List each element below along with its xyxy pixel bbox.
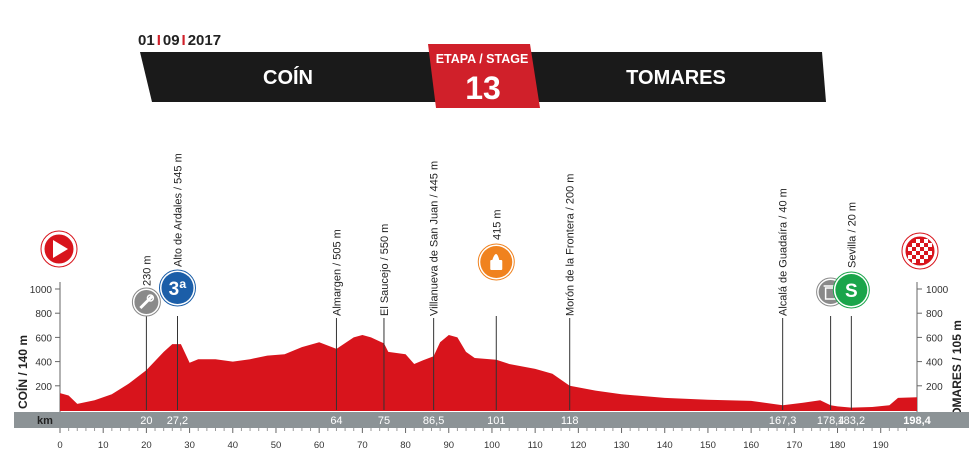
x-tick-label: 180 <box>830 440 846 451</box>
km-band-label: 27,2 <box>167 415 188 427</box>
x-tick-label: 70 <box>357 440 368 451</box>
y-axis-right: 200 400 600 800 1000 <box>917 285 949 393</box>
profile-points: 230 m 3ª Alto de Ardales / 545 m Almargen /… <box>131 153 870 410</box>
icon-badge-text: 3ª <box>169 279 188 300</box>
y-tick-label-right: 200 <box>926 382 943 393</box>
point-label: El Saucejo / 550 m <box>379 224 391 316</box>
km-band-label: 75 <box>378 415 390 427</box>
km-band-label: 20 <box>140 415 152 427</box>
x-tick-label: 130 <box>614 440 630 451</box>
x-tick-label: 10 <box>98 440 109 451</box>
x-tick-label: 20 <box>141 440 152 451</box>
x-tick-label: 160 <box>743 440 759 451</box>
y-tick-label-right: 800 <box>926 309 943 320</box>
finish-banner <box>530 52 826 102</box>
x-tick-label: 50 <box>271 440 282 451</box>
x-tick-label: 40 <box>227 440 238 451</box>
intermediate-icon <box>131 287 161 317</box>
start-city: COÍN <box>263 66 313 89</box>
finish-city: TOMARES <box>626 67 726 89</box>
x-tick-label: 190 <box>873 440 889 451</box>
x-tick-label: 60 <box>314 440 325 451</box>
point-label: Almargen / 505 m <box>331 229 343 316</box>
finish-altitude-label: TOMARES / 105 m <box>950 320 964 424</box>
x-tick-label: 100 <box>484 440 500 451</box>
x-tick-label: 140 <box>657 440 673 451</box>
y-tick-label-left: 1000 <box>30 285 53 296</box>
finish-flag-icon <box>901 232 939 270</box>
climb-3rd-icon: 3ª <box>158 269 196 307</box>
point-label: 230 m <box>141 255 153 286</box>
x-tick-label: 80 <box>400 440 411 451</box>
start-icon <box>40 230 78 268</box>
y-tick-label-right: 400 <box>926 358 943 369</box>
header-banner: COÍN TOMARES ETAPA / STAGE 13 <box>140 44 826 108</box>
km-band-label: 167,3 <box>769 415 797 427</box>
date-year: 2017 <box>187 32 222 49</box>
elevation-profile-area <box>60 335 917 411</box>
x-axis-ticks: 0 10 20 30 40 50 60 70 80 90 100 110 120 130 140 150 160… <box>57 428 908 451</box>
feed-icon <box>477 243 515 281</box>
km-band-label: 198,4 <box>903 415 931 427</box>
x-tick-label: 90 <box>443 440 454 451</box>
date-day: 01 <box>138 32 155 49</box>
x-tick-label: 120 <box>570 440 586 451</box>
x-tick-label: 110 <box>528 440 543 451</box>
point-label: Alcalá de Guadaíra / 40 m <box>778 188 790 316</box>
y-tick-label-left: 400 <box>35 358 52 369</box>
point-label: Morón de la Frontera / 200 m <box>565 174 577 316</box>
start-banner <box>140 52 440 102</box>
point-label: Sevilla / 20 m <box>846 202 858 268</box>
stage-number: 13 <box>465 70 501 106</box>
x-tick-label: 0 <box>57 440 62 451</box>
km-band-label: 183,2 <box>838 415 866 427</box>
stage-label: ETAPA / STAGE <box>436 52 529 66</box>
point-label: Villanueva de San Juan / 445 m <box>429 161 441 316</box>
point-label: Alto de Ardales / 545 m <box>172 153 184 267</box>
x-tick-label: 170 <box>786 440 802 451</box>
y-tick-label-left: 600 <box>35 333 52 344</box>
y-tick-label-right: 600 <box>926 333 943 344</box>
km-band <box>14 412 969 428</box>
x-tick-label: 30 <box>184 440 195 451</box>
km-band-label: 118 <box>561 415 579 427</box>
y-tick-label-left: 200 <box>35 382 52 393</box>
x-tick-label: 150 <box>700 440 716 451</box>
km-band-label: 86,5 <box>423 415 444 427</box>
km-band-label: 64 <box>330 415 342 427</box>
start-altitude-label: COÍN / 140 m <box>15 335 30 409</box>
date-month: 09 <box>162 32 180 49</box>
y-tick-label-left: 800 <box>35 309 52 320</box>
sprint-icon: S <box>832 271 870 309</box>
stage-badge <box>428 44 540 108</box>
km-label: km <box>37 415 53 427</box>
km-band-label: 101 <box>487 415 505 427</box>
point-label: 415 m <box>491 209 503 240</box>
icon-badge-text: S <box>845 281 858 302</box>
km-band-label: 178,4 <box>817 415 845 427</box>
y-axis-left: 200 400 600 800 1000 <box>30 285 60 393</box>
y-tick-label-right: 1000 <box>926 285 949 296</box>
stage-date: 01 I 09 I 2017 <box>138 32 222 49</box>
